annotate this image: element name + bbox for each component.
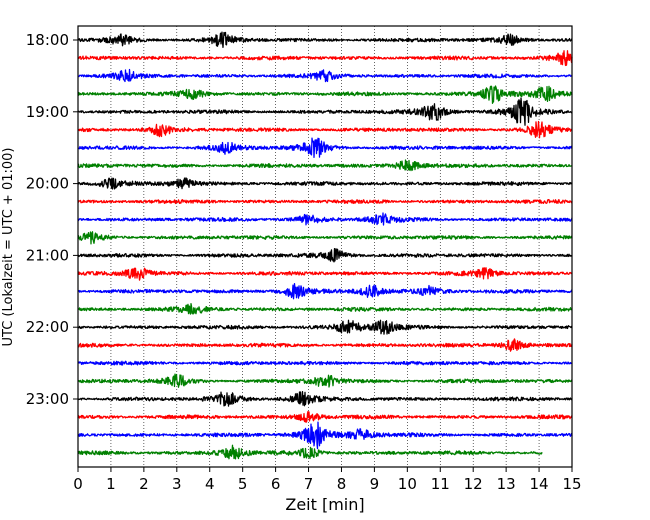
trace-1845 [77, 85, 573, 104]
x-tick-label-0: 0 [73, 475, 83, 493]
trace-2345 [77, 444, 543, 460]
y-tick-label-19:00: 19:00 [26, 103, 69, 121]
y-tick-label-21:00: 21:00 [26, 246, 69, 264]
trace-1830 [77, 68, 573, 83]
plot-frame [77, 25, 573, 468]
trace-2045 [77, 231, 573, 245]
x-tick-label-9: 9 [370, 475, 380, 493]
x-tick-label-14: 14 [530, 475, 549, 493]
trace-rows [77, 31, 573, 460]
trace-1815 [77, 50, 573, 67]
trace-2115 [77, 267, 573, 281]
x-tick-label-12: 12 [464, 475, 483, 493]
x-tick-label-7: 7 [304, 475, 314, 493]
trace-2000 [77, 177, 573, 190]
trace-2100 [77, 247, 573, 263]
trace-2145 [77, 303, 573, 315]
y-axis-label: UTC (Lokalzeit = UTC + 01:00) [1, 148, 16, 347]
x-tick-label-15: 15 [562, 475, 581, 493]
trace-1800 [77, 31, 573, 49]
x-tick-label-13: 13 [497, 475, 516, 493]
y-axis-ticks: 18:00 19:00 20:00 21:00 22:00 23:00 [26, 31, 78, 408]
trace-2300 [77, 391, 573, 407]
x-tick-label-2: 2 [139, 475, 149, 493]
x-tick-label-1: 1 [106, 475, 116, 493]
y-tick-label-23:00: 23:00 [26, 390, 69, 408]
x-tick-label-10: 10 [398, 475, 417, 493]
x-tick-label-4: 4 [205, 475, 215, 493]
x-tick-label-6: 6 [271, 475, 281, 493]
trace-1930 [77, 137, 573, 159]
trace-2015 [77, 198, 573, 205]
trace-2030 [77, 212, 573, 226]
trace-2200 [77, 319, 573, 335]
trace-2315 [77, 410, 573, 423]
trace-2330 [77, 421, 573, 450]
trace-2230 [77, 360, 573, 366]
x-axis-ticks: 0 1 2 3 4 5 6 7 8 9 10 11 12 13 14 15 [73, 467, 582, 493]
trace-1900 [77, 97, 573, 126]
y-tick-label-22:00: 22:00 [26, 318, 69, 336]
x-tick-label-3: 3 [172, 475, 182, 493]
trace-1915 [77, 120, 573, 139]
x-tick-label-5: 5 [238, 475, 248, 493]
x-tick-label-8: 8 [337, 475, 347, 493]
y-tick-label-20:00: 20:00 [26, 175, 69, 193]
trace-1945 [77, 159, 573, 172]
x-axis-label: Zeit [min] [285, 495, 364, 514]
x-tick-label-11: 11 [431, 475, 450, 493]
trace-2130 [77, 283, 573, 300]
y-tick-label-18:00: 18:00 [26, 31, 69, 49]
trace-2245 [77, 373, 573, 388]
trace-2215 [77, 338, 573, 352]
